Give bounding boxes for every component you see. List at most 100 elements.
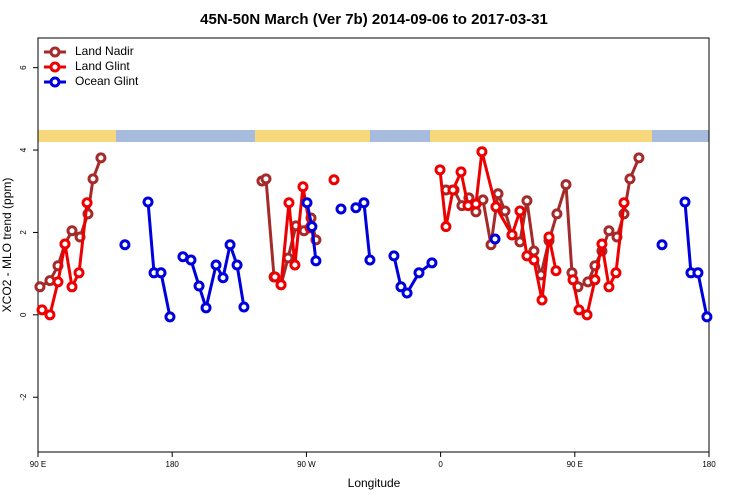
series-marker	[36, 304, 48, 316]
legend-label: Land Glint	[75, 59, 130, 73]
series-marker	[476, 146, 488, 158]
series-marker	[624, 173, 636, 185]
series-marker	[455, 166, 467, 178]
series-marker	[217, 272, 229, 284]
series-marker	[573, 304, 585, 316]
series-marker	[413, 267, 425, 279]
land-strip	[255, 130, 370, 142]
series-marker	[401, 287, 413, 299]
series-marker	[364, 254, 376, 266]
plot-frame	[37, 37, 710, 453]
legend-label: Land Nadir	[75, 44, 134, 58]
series-marker	[506, 229, 518, 241]
series-marker	[95, 152, 107, 164]
y-tick-label: 2	[19, 230, 28, 235]
x-tick-label: 180	[166, 460, 180, 469]
y-tick-label: 4	[19, 147, 28, 152]
series-marker	[521, 195, 533, 207]
x-tick-label: 90 W	[297, 460, 316, 469]
series-marker	[66, 281, 78, 293]
series-line	[146, 201, 172, 318]
y-tick-label: 6	[19, 65, 28, 70]
series-marker	[692, 267, 704, 279]
chart-title: 45N-50N March (Ver 7b) 2014-09-06 to 201…	[200, 11, 548, 28]
series-marker	[87, 173, 99, 185]
series-marker	[231, 259, 243, 271]
series-marker	[603, 225, 615, 237]
series-marker	[193, 280, 205, 292]
series-marker	[550, 265, 562, 277]
series-marker	[447, 184, 459, 196]
series-marker	[589, 274, 601, 286]
legend-marker	[49, 61, 61, 73]
land-strip	[38, 130, 116, 142]
series-marker	[536, 294, 548, 306]
series-marker	[603, 281, 615, 293]
series-marker	[528, 254, 540, 266]
series-marker	[514, 236, 526, 248]
y-tick-label: -2	[19, 393, 28, 401]
series-marker	[543, 231, 555, 243]
series-marker	[238, 301, 250, 313]
series-marker	[283, 197, 295, 209]
series-marker	[224, 239, 236, 251]
series-marker	[679, 196, 691, 208]
y-axis-label: XCO2 - MLO trend (ppm)	[0, 178, 14, 313]
series-marker	[306, 221, 318, 233]
series-line	[571, 202, 626, 318]
series-marker	[142, 196, 154, 208]
series-marker	[335, 203, 347, 215]
series-marker	[633, 152, 645, 164]
series-marker	[499, 205, 511, 217]
series-marker	[52, 276, 64, 288]
series-marker	[289, 259, 301, 271]
x-tick-label: 0	[438, 460, 443, 469]
map-strip	[38, 130, 709, 142]
x-axis-label: Longitude	[348, 476, 401, 490]
series-marker	[440, 221, 452, 233]
series-marker	[358, 197, 370, 209]
series-marker	[81, 197, 93, 209]
legend-marker	[49, 76, 61, 88]
series-marker	[44, 309, 56, 321]
series-marker	[560, 179, 572, 191]
series-marker	[310, 255, 322, 267]
series-marker	[119, 239, 131, 251]
legend-label: Ocean Glint	[75, 74, 139, 88]
series-marker	[297, 181, 309, 193]
series	[119, 196, 713, 323]
x-tick-label: 180	[702, 460, 716, 469]
series-marker	[567, 274, 579, 286]
series-marker	[328, 174, 340, 186]
series-marker	[426, 257, 438, 269]
series-marker	[656, 239, 668, 251]
series-marker	[185, 254, 197, 266]
series-line	[445, 157, 641, 289]
series-marker	[610, 267, 622, 279]
series-marker	[388, 250, 400, 262]
legend-marker	[49, 46, 61, 58]
y-tick-label: 0	[19, 312, 28, 317]
series-marker	[210, 259, 222, 271]
series-marker	[701, 311, 713, 323]
series-marker	[470, 198, 482, 210]
series-marker	[301, 197, 313, 209]
series-marker	[269, 271, 281, 283]
series-marker	[434, 164, 446, 176]
series-marker	[551, 208, 563, 220]
x-tick-label: 90 E	[567, 460, 583, 469]
series-line	[41, 202, 89, 318]
land-strip	[430, 130, 652, 142]
series-line	[683, 201, 709, 318]
series-marker	[395, 281, 407, 293]
series-marker	[581, 309, 593, 321]
series-marker	[492, 188, 504, 200]
series-marker	[596, 238, 608, 250]
series-marker	[489, 233, 501, 245]
x-tick-label: 90 E	[30, 460, 46, 469]
series-marker	[260, 173, 272, 185]
series-marker	[618, 197, 630, 209]
series-marker	[275, 279, 287, 291]
series-marker	[155, 267, 167, 279]
